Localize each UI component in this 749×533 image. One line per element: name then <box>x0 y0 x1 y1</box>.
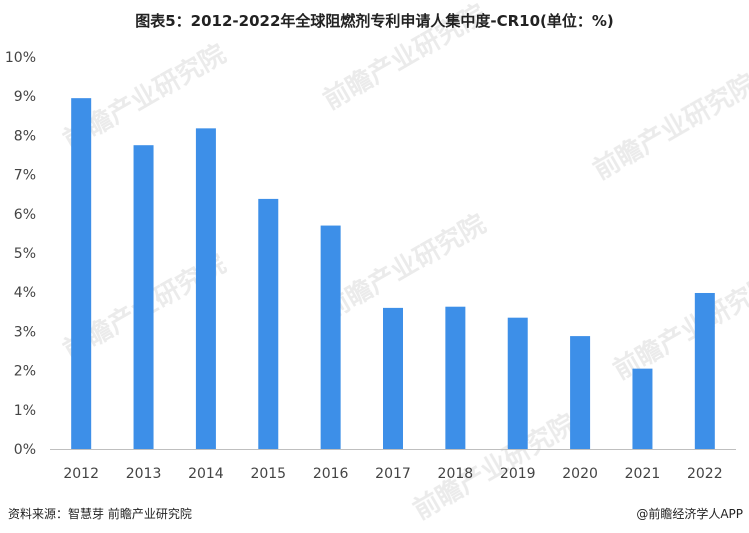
bar-2022 <box>694 292 715 449</box>
y-tick-label: 0% <box>14 442 36 458</box>
bar-2015 <box>258 198 279 449</box>
bar-2020 <box>570 336 591 449</box>
bar-2012 <box>71 98 92 449</box>
watermark-text: 前瞻产业研究院 <box>408 408 581 526</box>
x-tick-label: 2012 <box>63 466 99 482</box>
x-tick-label: 2019 <box>500 466 536 482</box>
bar-2021 <box>632 368 653 449</box>
x-tick-label: 2016 <box>313 466 349 482</box>
watermark-text: 前瞻产业研究院 <box>588 68 749 186</box>
x-tick-label: 2020 <box>562 466 598 482</box>
y-tick-label: 6% <box>14 207 36 223</box>
y-tick-label: 4% <box>14 285 36 301</box>
x-tick-label: 2018 <box>438 466 474 482</box>
bar-2016 <box>320 225 341 449</box>
y-tick-label: 2% <box>14 364 36 380</box>
bars <box>71 98 715 449</box>
y-tick-label: 1% <box>14 403 36 419</box>
y-tick-label: 5% <box>14 246 36 262</box>
x-tick-label: 2017 <box>375 466 411 482</box>
source-note: 资料来源：智慧芽 前瞻产业研究院 <box>8 507 192 521</box>
publisher-credit: @前瞻经济学人APP <box>636 507 743 521</box>
bar-2018 <box>445 306 466 449</box>
x-tick-label: 2015 <box>250 466 286 482</box>
y-tick-label: 3% <box>14 324 36 340</box>
y-tick-label: 8% <box>14 128 36 144</box>
watermark-text: 前瞻产业研究院 <box>608 268 749 386</box>
chart-title: 图表5：2012-2022年全球阻燃剂专利申请人集中度-CR10(单位：%) <box>135 12 614 30</box>
y-tick-label: 9% <box>14 89 36 105</box>
watermark-text: 前瞻产业研究院 <box>318 0 491 116</box>
bar-2014 <box>195 128 216 449</box>
bar-2017 <box>383 307 403 449</box>
x-tick-label: 2021 <box>625 466 661 482</box>
bar-2013 <box>133 145 154 449</box>
x-tick-label: 2022 <box>687 466 723 482</box>
y-axis-ticks: 0% 1% 2% 3% 4% 5% 6% 7% 8% 9% 10% <box>5 50 36 458</box>
x-axis-ticks: 2012 2013 2014 2015 2016 2017 2018 2019 2020 2021… <box>63 466 722 482</box>
y-tick-label: 10% <box>5 50 36 66</box>
bar-2019 <box>507 317 528 449</box>
x-tick-label: 2013 <box>126 466 162 482</box>
y-tick-label: 7% <box>14 168 36 184</box>
x-tick-label: 2014 <box>188 466 224 482</box>
